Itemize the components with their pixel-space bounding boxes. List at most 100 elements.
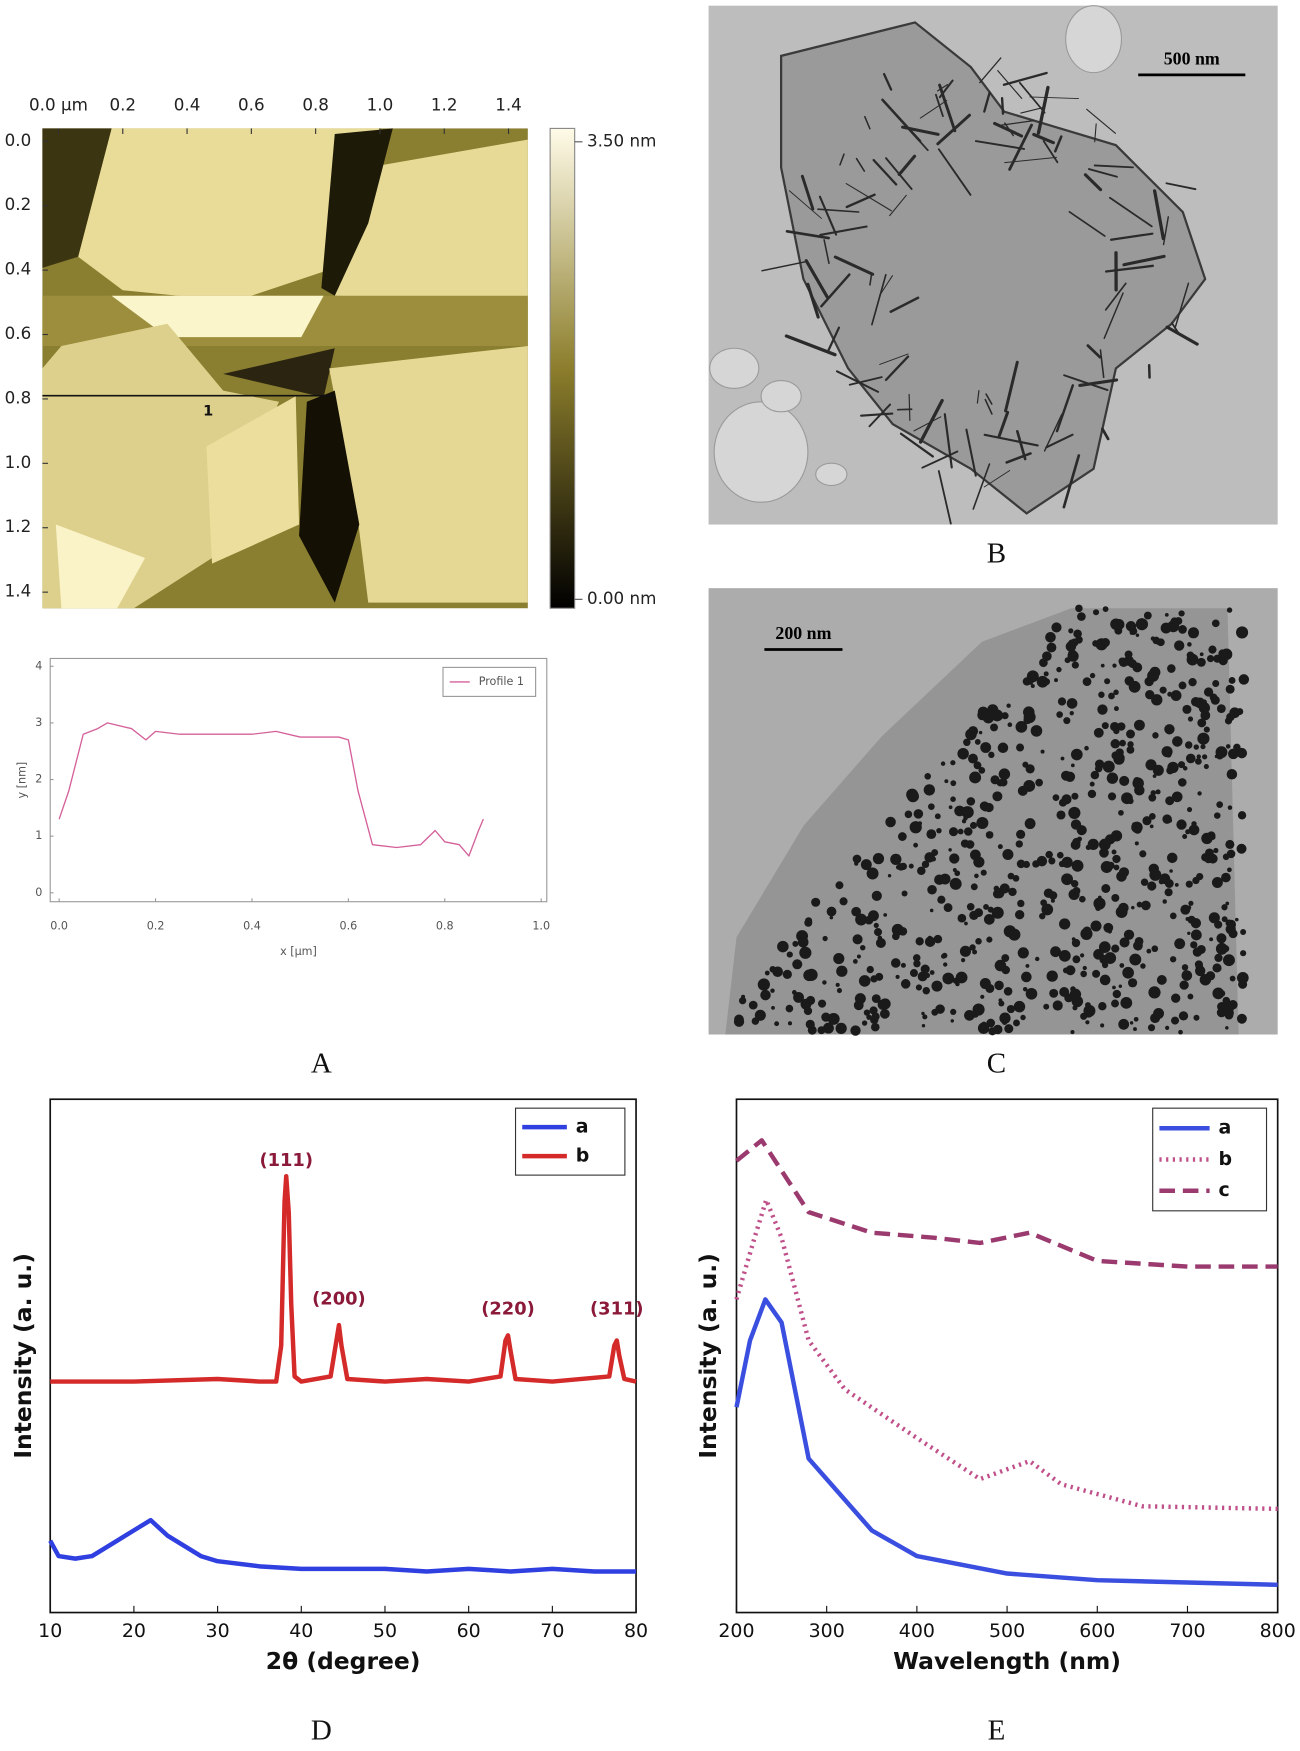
- particle: [1227, 867, 1232, 873]
- particle: [1001, 954, 1010, 962]
- particle: [1070, 880, 1079, 888]
- particle: [1205, 689, 1212, 695]
- particle: [1016, 829, 1026, 839]
- x-axis-label: Wavelength (nm): [893, 1647, 1121, 1675]
- particle: [1111, 999, 1119, 1008]
- panel-label: B: [987, 537, 1006, 569]
- particle: [1048, 857, 1056, 865]
- particle: [1196, 657, 1206, 667]
- wrinkle: [895, 114, 929, 152]
- wrinkle: [897, 154, 917, 177]
- particle: [1030, 725, 1043, 737]
- afm-feature: [299, 390, 360, 603]
- particle: [793, 991, 804, 1003]
- particle: [892, 932, 900, 941]
- particle: [1102, 606, 1109, 613]
- particle: [866, 1014, 872, 1020]
- particle: [1097, 704, 1108, 715]
- wrinkle: [936, 84, 949, 92]
- particle: [1118, 809, 1124, 816]
- particle: [966, 797, 976, 806]
- legend-box: [1152, 1107, 1268, 1212]
- wrinkle: [848, 376, 883, 386]
- particle: [811, 897, 821, 907]
- particle: [1070, 819, 1082, 830]
- particle: [1092, 969, 1101, 978]
- x-tick-label: 0.8: [436, 919, 454, 932]
- y-tick-label: 0: [35, 886, 42, 899]
- particle: [826, 906, 837, 917]
- afm-feature: [42, 128, 112, 268]
- peak-label: (220): [481, 1299, 535, 1320]
- particle: [1215, 942, 1228, 955]
- particle: [764, 970, 770, 976]
- particle: [748, 1000, 758, 1010]
- particle: [1100, 1023, 1105, 1028]
- panel-label: E: [988, 1715, 1006, 1747]
- x-tick-label: 700: [1169, 1620, 1205, 1642]
- particle: [836, 987, 843, 994]
- particle: [1216, 704, 1226, 714]
- legend-box: [514, 1107, 626, 1176]
- particle: [851, 906, 861, 917]
- particle: [1126, 745, 1135, 754]
- particle: [943, 903, 953, 913]
- particle: [1228, 999, 1238, 1010]
- particle: [1008, 887, 1017, 897]
- particle: [986, 1018, 996, 1028]
- particle: [1166, 766, 1174, 775]
- wrinkle: [800, 174, 815, 211]
- particle: [1226, 712, 1235, 722]
- particle: [855, 1001, 863, 1009]
- particle: [1068, 888, 1080, 901]
- particle: [1184, 741, 1193, 749]
- x-tick-label: 20: [122, 1620, 146, 1642]
- particle: [854, 861, 859, 866]
- x-tick-label: 70: [540, 1620, 564, 1642]
- particle: [994, 959, 1007, 972]
- particle: [1080, 970, 1087, 978]
- particle: [1118, 657, 1126, 665]
- particle: [1098, 1002, 1107, 1011]
- particle: [871, 890, 882, 901]
- particle: [1045, 631, 1056, 643]
- particle: [906, 788, 919, 801]
- particle: [1185, 917, 1190, 921]
- particle: [1099, 847, 1109, 858]
- particle: [1187, 627, 1200, 639]
- particle: [1134, 785, 1145, 796]
- particle: [1171, 791, 1183, 803]
- particle: [869, 1006, 878, 1015]
- particle: [1139, 850, 1147, 858]
- particle: [1156, 638, 1165, 647]
- particle: [1182, 833, 1188, 840]
- wrinkle: [997, 410, 1010, 438]
- particle: [1061, 770, 1072, 781]
- wrinkle: [1086, 108, 1116, 134]
- particle: [1080, 953, 1085, 958]
- particle: [1049, 988, 1059, 998]
- particle: [1194, 757, 1202, 765]
- particle: [1140, 878, 1149, 886]
- wrinkle: [839, 153, 845, 166]
- particle: [1056, 810, 1066, 820]
- peak-label: (200): [312, 1288, 366, 1309]
- particle: [1149, 824, 1154, 829]
- wrinkle: [1068, 210, 1106, 237]
- wrinkle: [976, 390, 980, 404]
- particle: [1112, 985, 1116, 990]
- particle: [1012, 875, 1020, 882]
- particle: [1168, 818, 1173, 823]
- particle: [1035, 778, 1043, 787]
- wrinkle: [1032, 132, 1055, 145]
- particle: [1178, 681, 1187, 690]
- wrinkle: [974, 140, 1025, 150]
- particle: [1217, 1002, 1227, 1012]
- particle: [1107, 929, 1112, 934]
- x-tick-label: 600: [1079, 1620, 1115, 1642]
- particle: [1002, 848, 1014, 861]
- particle: [854, 993, 866, 1005]
- wrinkle: [1083, 173, 1103, 192]
- particle: [786, 951, 793, 958]
- y-tick-label: 1.4: [5, 581, 32, 601]
